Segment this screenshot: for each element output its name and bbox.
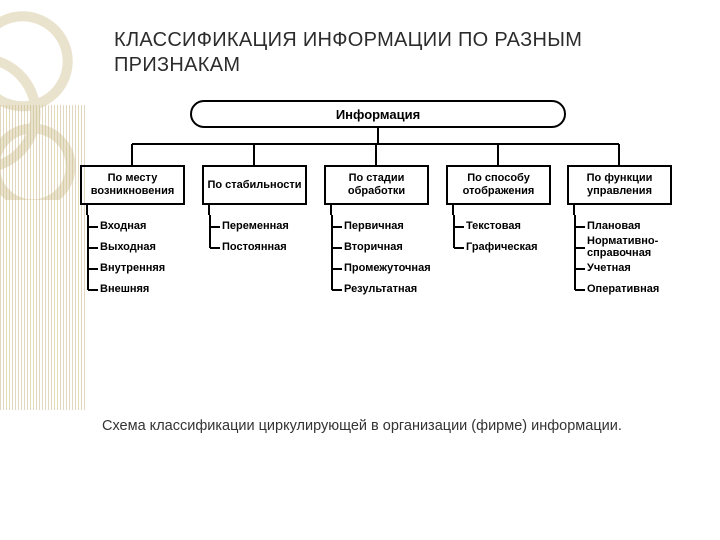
items-column: Переменная Постоянная xyxy=(202,215,312,257)
item-tick xyxy=(88,247,98,249)
item-row: Нормативно-справочная xyxy=(567,236,677,257)
item-label: Первичная xyxy=(344,220,404,232)
category-box: По стадии обработки xyxy=(324,165,429,205)
category-box: По стабильности xyxy=(202,165,307,205)
category-label: По месту возникновения xyxy=(84,172,181,197)
item-label: Плановая xyxy=(587,220,641,232)
item-tick xyxy=(332,268,342,270)
item-label: Графическая xyxy=(466,241,538,253)
category-label: По стадии обработки xyxy=(328,172,425,197)
item-label: Нормативно-справочная xyxy=(587,235,677,259)
item-tick xyxy=(88,268,98,270)
item-row: Оперативная xyxy=(567,278,677,299)
item-tick xyxy=(575,247,585,249)
item-tick xyxy=(454,247,464,249)
item-row: Вторичная xyxy=(324,236,434,257)
item-row: Первичная xyxy=(324,215,434,236)
category-label: По функции управления xyxy=(571,172,668,197)
item-row: Плановая xyxy=(567,215,677,236)
item-label: Входная xyxy=(100,220,146,232)
item-label: Текстовая xyxy=(466,220,521,232)
item-row: Внутренняя xyxy=(80,257,190,278)
items-column: Входная Выходная Внутренняя Внешняя xyxy=(80,215,190,299)
category-box: По способу отображения xyxy=(446,165,551,205)
decor-lines xyxy=(0,105,87,410)
item-label: Переменная xyxy=(222,220,289,232)
item-tick xyxy=(88,289,98,291)
item-tick xyxy=(88,226,98,228)
item-tick xyxy=(210,247,220,249)
item-label: Учетная xyxy=(587,262,631,274)
category-label: По стабильности xyxy=(207,179,301,192)
item-label: Результатная xyxy=(344,283,417,295)
page-title: КЛАССИФИКАЦИЯ ИНФОРМАЦИИ ПО РАЗНЫМ ПРИЗН… xyxy=(114,28,680,78)
items-column: Текстовая Графическая xyxy=(446,215,556,257)
item-row: Входная xyxy=(80,215,190,236)
item-label: Выходная xyxy=(100,241,156,253)
caption: Схема классификации циркулирующей в орга… xyxy=(102,418,622,434)
item-tick xyxy=(454,226,464,228)
item-row: Графическая xyxy=(446,236,556,257)
classification-diagram: Информация По месту возникновения Входная… xyxy=(80,100,678,380)
item-tick xyxy=(575,226,585,228)
item-tick xyxy=(575,268,585,270)
items-column: Плановая Нормативно-справочная Учетная Опер… xyxy=(567,215,677,299)
item-label: Внешняя xyxy=(100,283,149,295)
category-label: По способу отображения xyxy=(450,172,547,197)
item-label: Промежуточная xyxy=(344,262,431,274)
item-row: Промежуточная xyxy=(324,257,434,278)
item-row: Переменная xyxy=(202,215,312,236)
root-label: Информация xyxy=(336,107,420,122)
item-tick xyxy=(210,226,220,228)
category-box: По месту возникновения xyxy=(80,165,185,205)
item-row: Учетная xyxy=(567,257,677,278)
item-tick xyxy=(332,226,342,228)
item-row: Текстовая xyxy=(446,215,556,236)
item-row: Внешняя xyxy=(80,278,190,299)
root-node: Информация xyxy=(190,100,566,128)
item-label: Оперативная xyxy=(587,283,659,295)
items-column: Первичная Вторичная Промежуточная Результат… xyxy=(324,215,434,299)
item-label: Постоянная xyxy=(222,241,287,253)
item-tick xyxy=(332,289,342,291)
item-label: Внутренняя xyxy=(100,262,165,274)
item-row: Выходная xyxy=(80,236,190,257)
item-row: Результатная xyxy=(324,278,434,299)
item-row: Постоянная xyxy=(202,236,312,257)
category-box: По функции управления xyxy=(567,165,672,205)
item-tick xyxy=(575,289,585,291)
item-label: Вторичная xyxy=(344,241,403,253)
item-tick xyxy=(332,247,342,249)
